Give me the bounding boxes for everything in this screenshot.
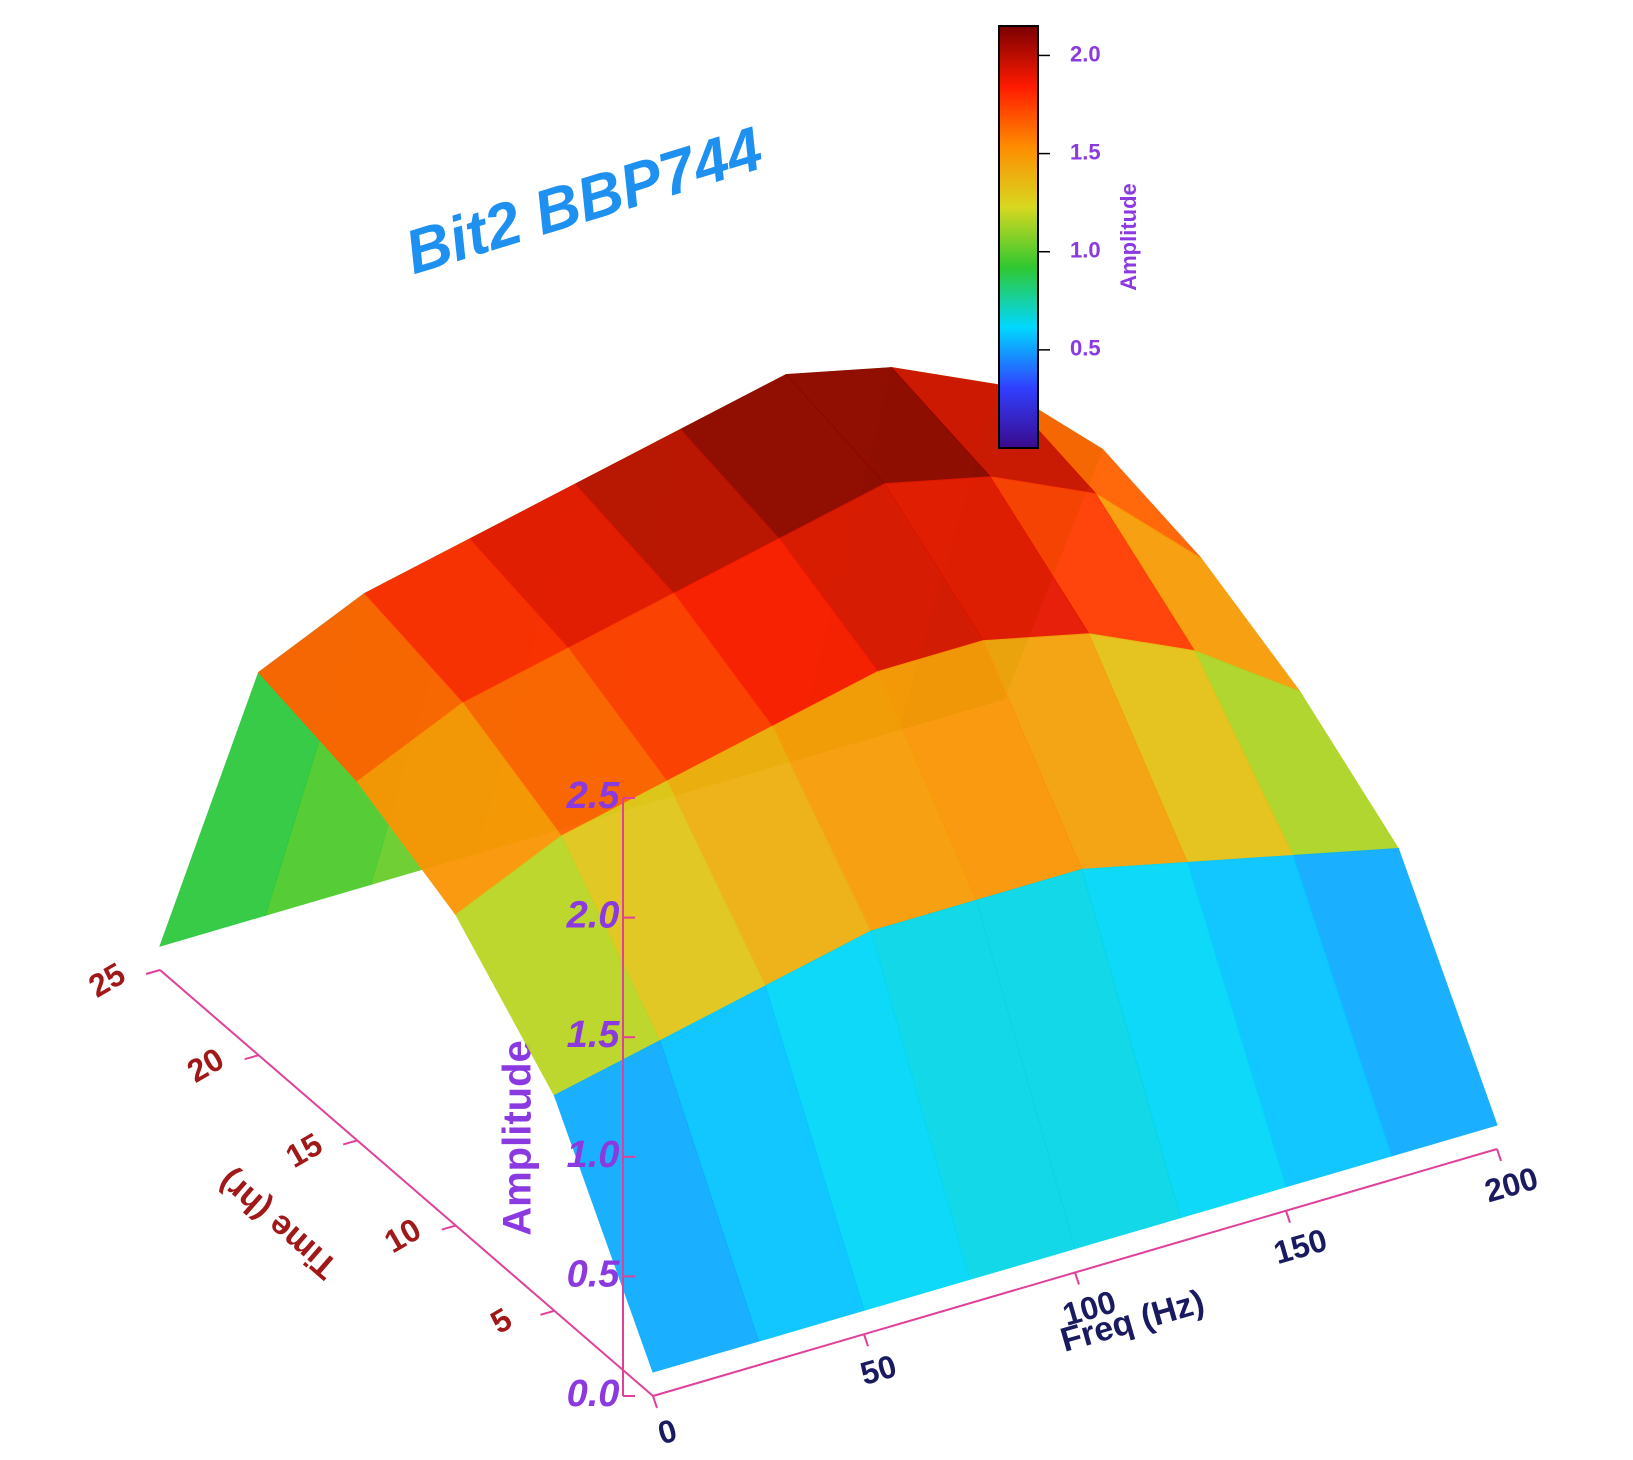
- y-tick-label: 10: [378, 1211, 427, 1260]
- x-tick: [863, 1333, 869, 1347]
- y-tick-label: 15: [280, 1126, 329, 1175]
- colorbar-tick-label: 1.5: [1070, 139, 1101, 164]
- z-tick-label: 2.0: [566, 895, 620, 937]
- y-tick-label: 25: [82, 955, 131, 1004]
- colorbar-tick-label: 0.5: [1070, 336, 1101, 361]
- colorbar-tick-label: 2.0: [1070, 41, 1101, 66]
- y-tick: [244, 1054, 259, 1061]
- x-tick-label: 200: [1481, 1160, 1542, 1209]
- z-axis-label: Amplitude: [496, 1040, 540, 1236]
- surface-patch: [553, 1040, 760, 1373]
- y-axis-label: Time (hr): [211, 1163, 345, 1287]
- z-tick-label: 2.5: [566, 775, 621, 817]
- z-tick-label: 0.0: [567, 1373, 620, 1415]
- x-tick: [1496, 1148, 1502, 1162]
- colorbar-tick-label: 1.0: [1070, 238, 1101, 263]
- x-tick-label: 50: [856, 1348, 900, 1392]
- colorbar: [998, 25, 1039, 449]
- chart-title: Bit2 BBP744: [397, 114, 770, 288]
- x-tick: [1285, 1210, 1291, 1224]
- z-tick-label: 0.5: [567, 1253, 621, 1295]
- colorbar-label: Amplitude: [1116, 183, 1141, 291]
- y-tick-label: 20: [181, 1041, 230, 1090]
- y-tick: [145, 969, 161, 975]
- y-tick: [342, 1139, 358, 1146]
- y-tick: [441, 1224, 457, 1231]
- z-tick-label: 1.5: [567, 1014, 621, 1056]
- y-tick: [540, 1309, 555, 1316]
- y-axis: [159, 969, 654, 1397]
- y-tick-label: 5: [484, 1301, 517, 1341]
- x-tick-label: 0: [654, 1412, 681, 1452]
- x-tick: [652, 1395, 658, 1409]
- surface: [159, 366, 1498, 1373]
- x-tick: [1074, 1272, 1080, 1285]
- x-tick-label: 150: [1270, 1222, 1331, 1271]
- z-tick-label: 1.0: [567, 1134, 620, 1176]
